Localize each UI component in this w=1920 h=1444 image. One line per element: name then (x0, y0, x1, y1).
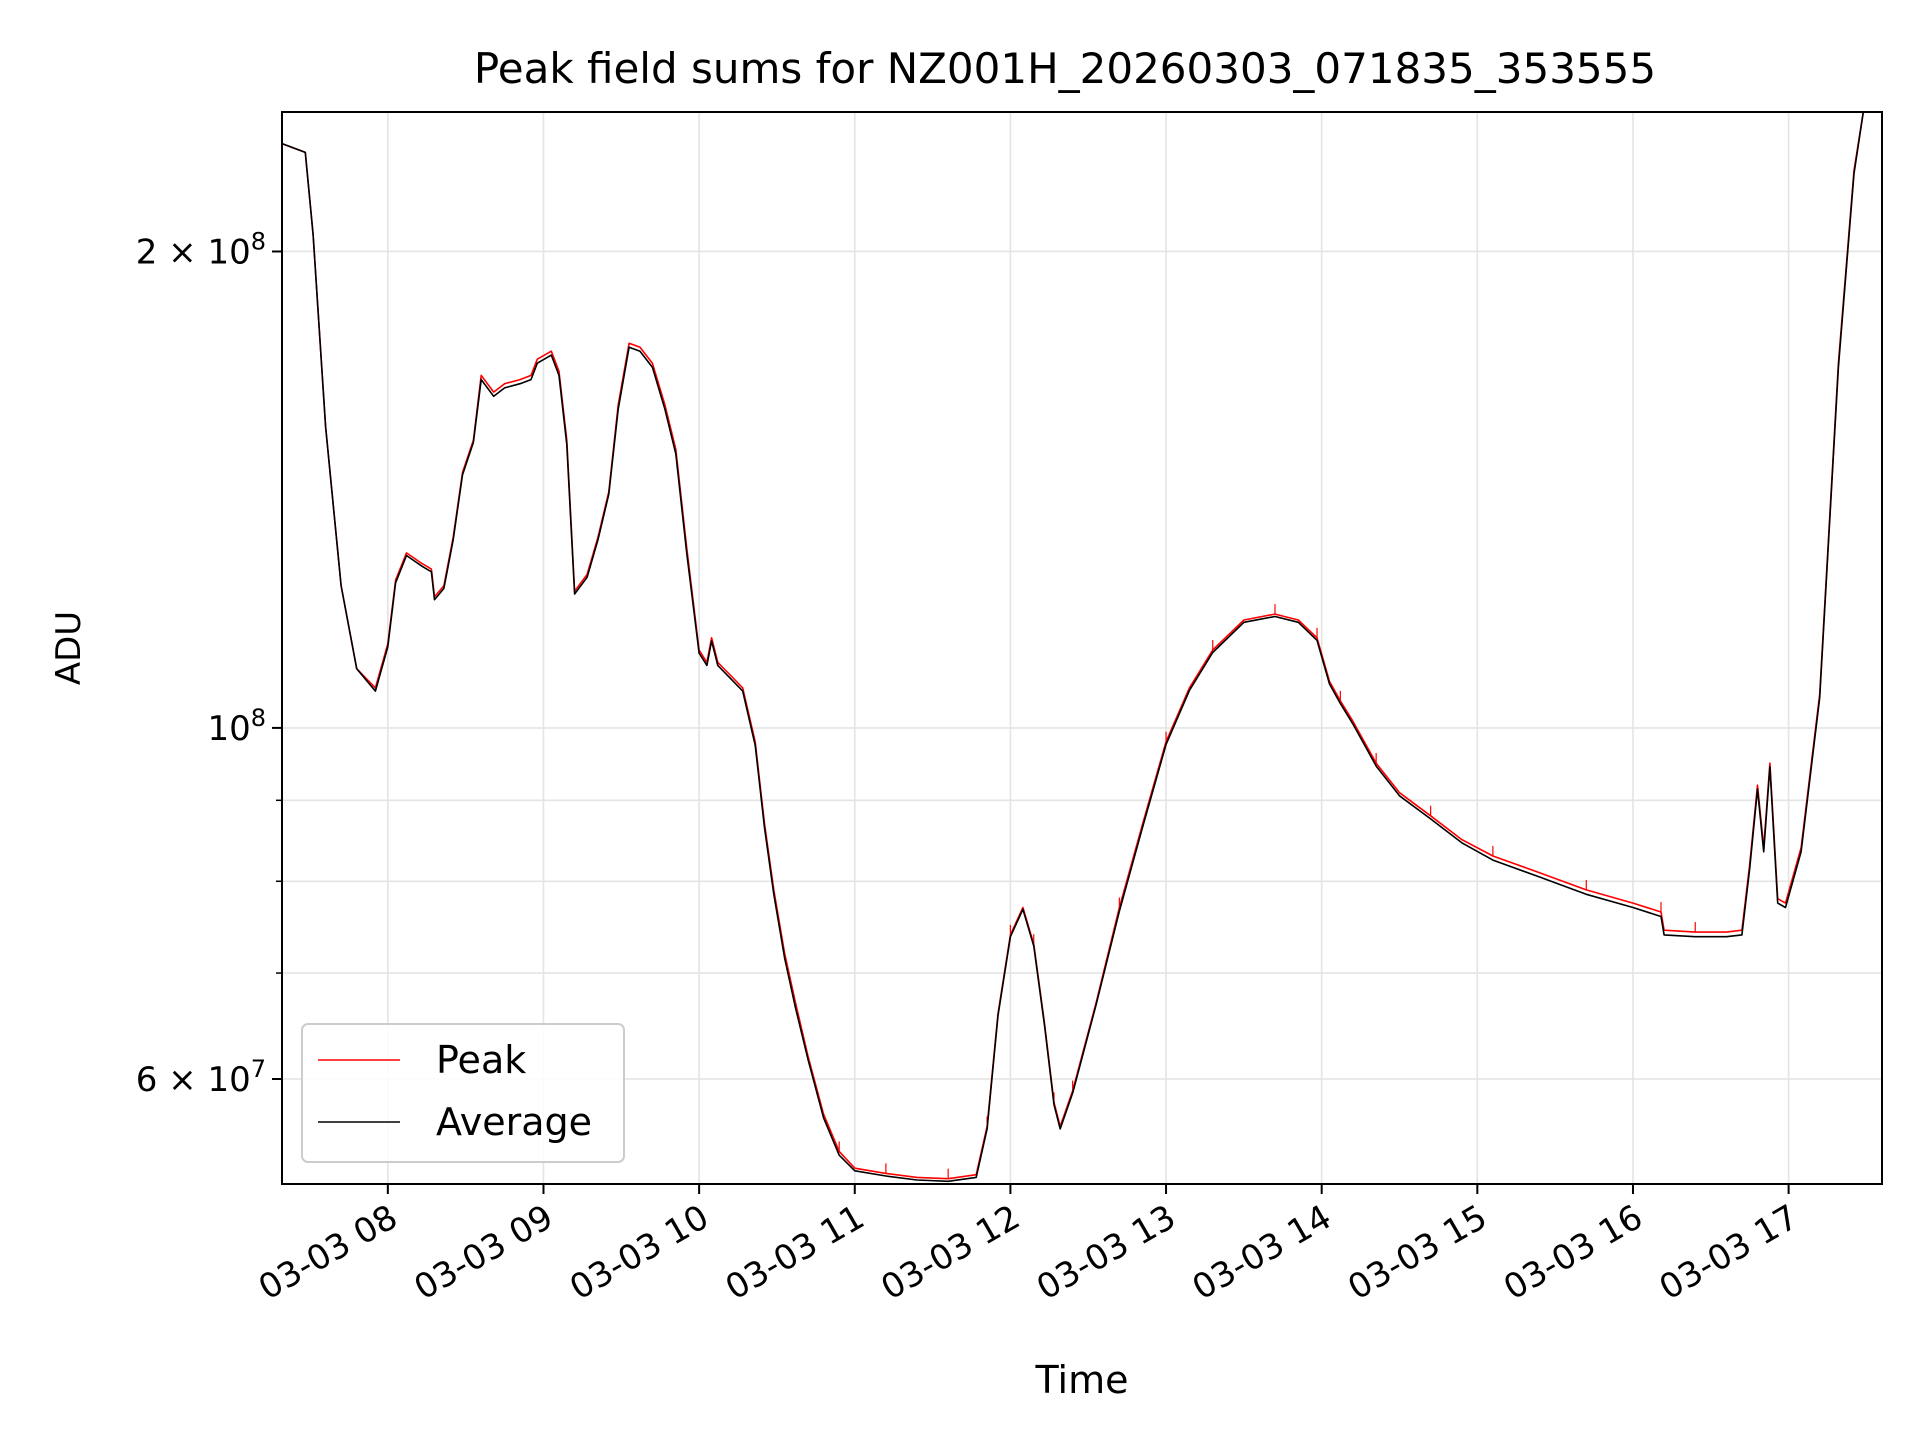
legend-peak-label: Peak (436, 1038, 526, 1082)
chart-title: Peak field sums for NZ001H_20260303_0718… (474, 44, 1656, 93)
series-layer (281, 111, 1882, 1183)
y-tick-label: 6 × 107 (136, 1055, 266, 1100)
legend-box (301, 1023, 625, 1163)
series-peak-line (281, 111, 1882, 1180)
series-average-line (281, 111, 1882, 1183)
x-axis-label: Time (1035, 1358, 1129, 1402)
y-tick-label: 2 × 108 (136, 227, 266, 272)
grid (282, 112, 1882, 1184)
y-tick-label: 108 (207, 704, 266, 749)
y-axis-label: ADU (49, 611, 89, 685)
y-axis: 6 × 107 108 2 × 108 (136, 227, 282, 1100)
legend-average-label: Average (436, 1100, 592, 1144)
legend: Peak Average (301, 1023, 625, 1163)
plot-frame (281, 111, 1883, 1185)
